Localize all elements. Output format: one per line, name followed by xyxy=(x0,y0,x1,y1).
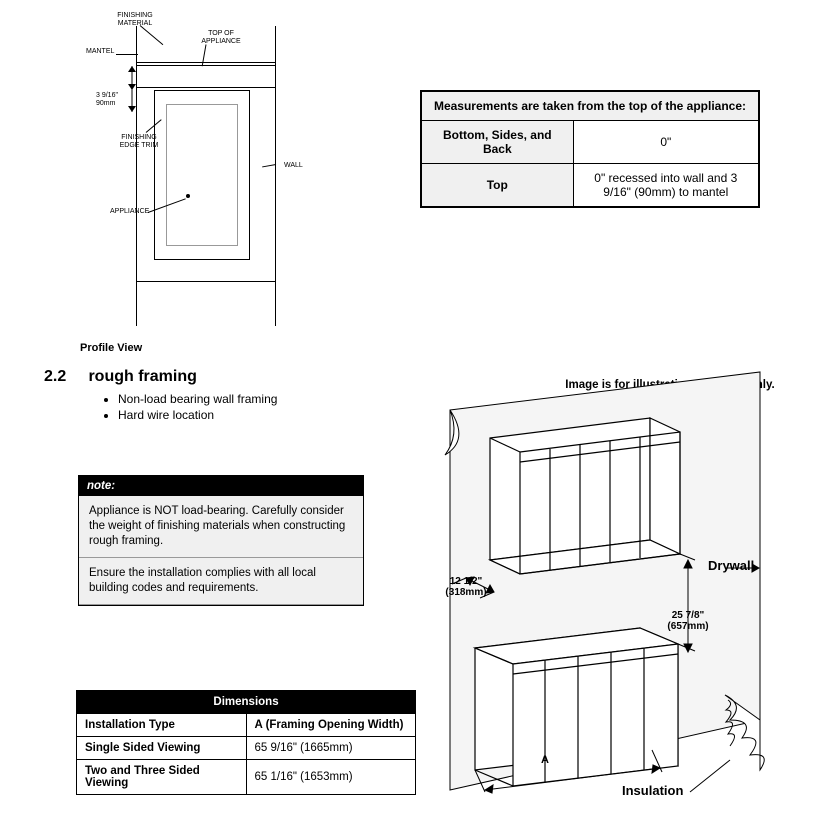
note-header: note: xyxy=(79,476,363,496)
dim-r1c2: 65 9/16" (1665mm) xyxy=(246,737,416,760)
measurements-table: Measurements are taken from the top of t… xyxy=(420,90,760,208)
section-heading: 2.2 rough framing xyxy=(44,368,197,386)
meas-row2-value: 0" recessed into wall and 3 9/16" (90mm)… xyxy=(573,164,759,208)
note-box: note: Appliance is NOT load-bearing. Car… xyxy=(78,475,364,606)
dimensions-title: Dimensions xyxy=(77,691,416,714)
meas-row2-label: Top xyxy=(421,164,573,208)
iso-label-insulation: Insulation xyxy=(622,783,683,798)
note-paragraph-1: Appliance is NOT load-bearing. Carefully… xyxy=(79,496,363,558)
iso-dim-a: A xyxy=(535,754,555,766)
meas-row1-value: 0" xyxy=(573,121,759,164)
label-finishing-edge-trim: FINISHINGEDGE TRIM xyxy=(114,134,164,149)
dim-col-2: A (Framing Opening Width) xyxy=(246,714,416,737)
iso-dim-right: 25 7/8"(657mm) xyxy=(660,610,716,632)
measurements-header: Measurements are taken from the top of t… xyxy=(421,91,759,121)
dimensions-table: Dimensions Installation Type A (Framing … xyxy=(76,690,416,795)
dim-r2c2: 65 1/16" (1653mm) xyxy=(246,760,416,795)
dim-r2c1: Two and Three Sided Viewing xyxy=(77,760,247,795)
iso-label-drywall: Drywall xyxy=(708,558,754,573)
section-bullets: Non-load bearing wall framing Hard wire … xyxy=(100,390,277,424)
section-title: rough framing xyxy=(88,368,196,385)
label-top-of-appliance: TOP OFAPPLIANCE xyxy=(196,30,246,45)
meas-row1-label: Bottom, Sides, and Back xyxy=(421,121,573,164)
bullet-1: Non-load bearing wall framing xyxy=(118,392,277,406)
label-finishing-material: FINISHINGMATERIAL xyxy=(110,12,160,27)
bullet-2: Hard wire location xyxy=(118,408,277,422)
iso-dim-left: 12 1/2"(318mm) xyxy=(438,576,494,598)
note-paragraph-2: Ensure the installation complies with al… xyxy=(79,558,363,605)
dim-col-1: Installation Type xyxy=(77,714,247,737)
section-number: 2.2 xyxy=(44,368,84,386)
profile-view-caption: Profile View xyxy=(80,342,142,354)
isometric-framing-diagram: 12 1/2"(318mm) 25 7/8"(657mm) A Drywall … xyxy=(430,360,790,800)
label-wall: WALL xyxy=(284,162,314,170)
profile-view-diagram: FINISHINGMATERIAL TOP OFAPPLIANCE MANTEL… xyxy=(76,12,286,332)
dim-r1c1: Single Sided Viewing xyxy=(77,737,247,760)
